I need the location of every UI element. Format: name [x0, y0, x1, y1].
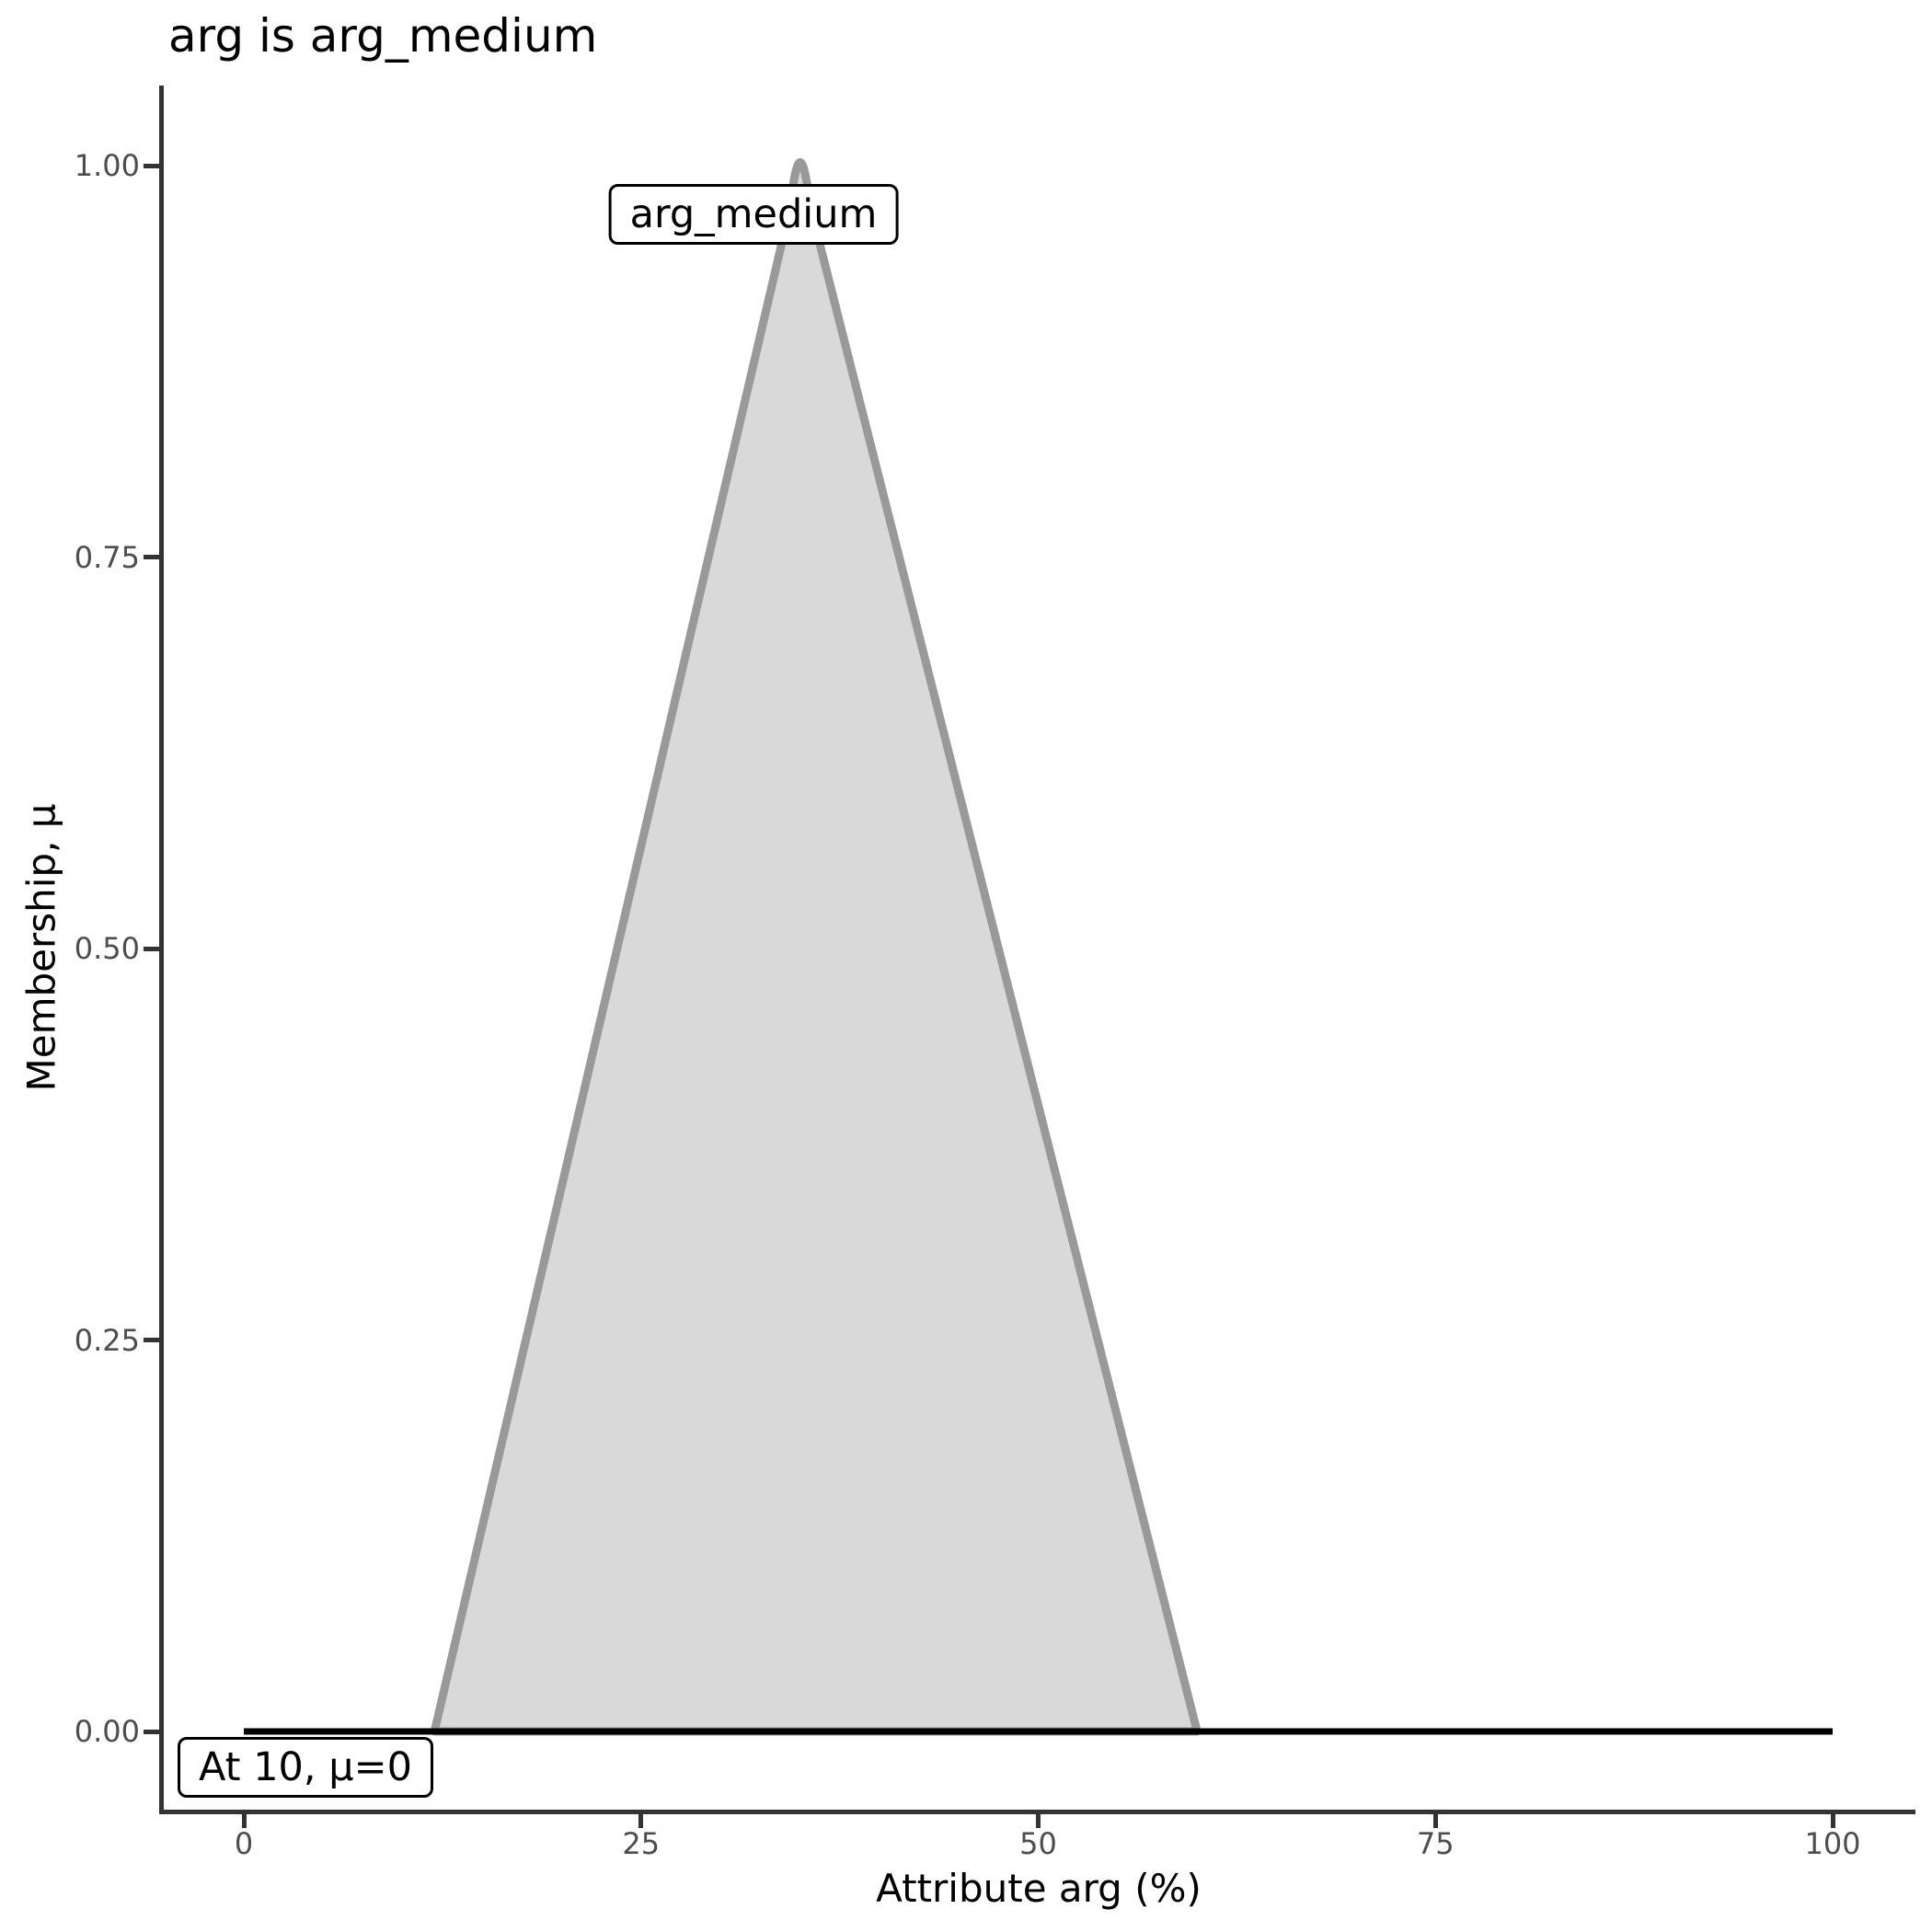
- x-tick-mark: [1036, 1814, 1041, 1828]
- x-tick-label: 100: [1804, 1826, 1861, 1861]
- x-axis-line: [159, 1810, 1915, 1814]
- x-axis-title: Attribute arg (%): [876, 1866, 1202, 1911]
- annotation-label-0: arg_medium: [608, 184, 899, 245]
- y-tick-label: 1.00: [74, 148, 140, 183]
- x-tick-mark: [241, 1814, 247, 1828]
- y-tick-mark: [144, 946, 162, 951]
- x-tick-mark: [1432, 1814, 1438, 1828]
- y-tick-label: 0.75: [74, 539, 140, 575]
- y-tick-label: 0.00: [74, 1714, 140, 1749]
- y-tick-mark: [144, 163, 162, 168]
- y-tick-mark: [144, 555, 162, 559]
- y-tick-mark: [144, 1338, 162, 1342]
- x-tick-label: 75: [1416, 1826, 1455, 1861]
- annotation-label-1: At 10, μ=0: [178, 1737, 433, 1798]
- x-tick-mark: [638, 1814, 644, 1828]
- y-tick-mark: [144, 1729, 162, 1734]
- y-tick-label: 0.25: [74, 1322, 140, 1358]
- x-tick-label: 50: [1019, 1826, 1057, 1861]
- chart-title: arg is arg_medium: [168, 9, 598, 63]
- membership-area-arg_medium: [430, 158, 1202, 1736]
- x-tick-label: 0: [234, 1826, 254, 1861]
- y-tick-label: 0.50: [74, 931, 140, 966]
- x-tick-mark: [1830, 1814, 1835, 1828]
- x-tick-label: 25: [622, 1826, 661, 1861]
